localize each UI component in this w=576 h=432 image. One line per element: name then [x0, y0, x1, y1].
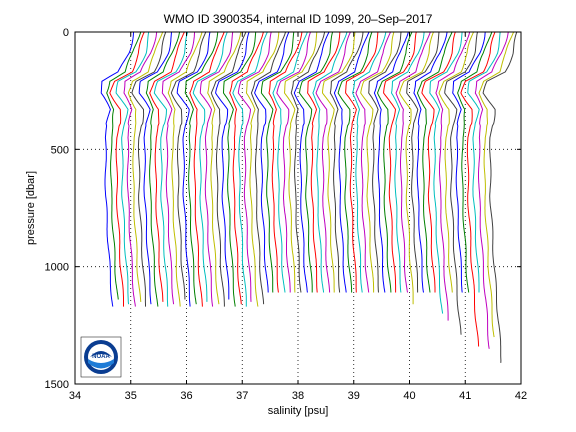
salinity-profile-line [345, 31, 379, 293]
salinity-profile-line [398, 31, 434, 305]
salinity-profile-line [149, 31, 185, 302]
salinity-profile-line [100, 31, 134, 307]
salinity-profile-line [109, 31, 145, 307]
x-tick-label: 41 [459, 390, 471, 402]
salinity-profile-line [123, 31, 158, 307]
salinity-profile-line [321, 31, 356, 293]
y-tick-label: 1500 [45, 379, 69, 391]
salinity-profile-line [429, 31, 463, 314]
profile-series [100, 31, 518, 363]
salinity-profile-line [260, 31, 295, 293]
salinity-profile-line [138, 31, 172, 305]
y-tick-label: 1000 [45, 262, 69, 274]
salinity-profile-line [416, 31, 453, 293]
salinity-profile-line [383, 31, 417, 293]
salinity-profile-line [283, 31, 318, 293]
salinity-profile-line [237, 31, 272, 302]
salinity-profile-line [207, 31, 242, 305]
salinity-profile-line [145, 31, 181, 307]
x-tick-label: 37 [236, 390, 248, 402]
grid-lines [75, 32, 521, 384]
salinity-profile-line [413, 31, 448, 293]
salinity-profile-line [127, 31, 164, 302]
salinity-profile-line [276, 31, 311, 293]
salinity-profile-line [268, 31, 303, 293]
salinity-profile-line [293, 31, 330, 293]
salinity-profile-line [254, 31, 290, 293]
salinity-profile-line [199, 31, 234, 307]
salinity-profile-line [337, 31, 373, 293]
axis-ticks: 34 35 36 37 38 39 40 41 42 0 500 1000 1500 [45, 27, 528, 402]
salinity-profile-line [355, 31, 391, 293]
salinity-profile-line [474, 31, 509, 349]
salinity-profile-line [478, 31, 515, 338]
x-tick-label: 35 [125, 390, 137, 402]
y-axis-title: pressure [dbar] [25, 171, 37, 245]
salinity-profile-line [333, 31, 370, 293]
x-tick-label: 40 [403, 390, 415, 402]
salinity-profile-line [167, 31, 203, 307]
salinity-profile-line [467, 31, 501, 293]
salinity-profile-line [222, 31, 257, 307]
noaa-logo: NOAA [80, 336, 122, 378]
salinity-profile-line [452, 31, 486, 293]
salinity-profile-line [438, 31, 475, 293]
salinity-profile-line [245, 31, 280, 307]
salinity-profile-line [435, 31, 471, 321]
salinity-profile-line [315, 31, 351, 293]
y-tick-label: 0 [63, 27, 69, 39]
x-axis-title: salinity [psu] [268, 405, 329, 417]
salinity-profile-line [312, 31, 348, 293]
salinity-profile-line [250, 31, 287, 305]
salinity-profile-line [184, 31, 219, 305]
salinity-profile-line [290, 31, 326, 293]
salinity-profile-line [360, 31, 395, 293]
salinity-profile-line [482, 31, 518, 363]
salinity-profile-line [106, 31, 142, 300]
x-tick-label: 34 [69, 390, 81, 402]
salinity-profile-line [115, 31, 150, 305]
chart-title: WMO ID 3900354, internal ID 1099, 20–Sep… [164, 12, 433, 26]
salinity-profile-line [232, 31, 268, 307]
salinity-profile-line [229, 31, 264, 305]
salinity-profile-line [192, 31, 228, 302]
salinity-profile-line [352, 31, 387, 293]
salinity-profile-line [460, 31, 496, 347]
salinity-profile-line [421, 31, 456, 293]
y-tick-label: 500 [51, 144, 69, 156]
salinity-profile-line [210, 31, 247, 307]
salinity-profile-line [368, 31, 402, 293]
salinity-profile-line [376, 31, 413, 293]
salinity-profile-line [131, 31, 167, 307]
x-tick-label: 39 [348, 390, 360, 402]
salinity-profile-line [176, 31, 211, 307]
salinity-profile-line [215, 31, 250, 300]
salinity-profile-line [373, 31, 409, 293]
salinity-profile-line [457, 31, 493, 293]
salinity-profile-line [307, 31, 341, 293]
noaa-logo-text: NOAA [92, 354, 110, 360]
salinity-profile-line [153, 31, 189, 307]
x-tick-label: 42 [515, 390, 527, 402]
salinity-profile-line [390, 31, 425, 293]
salinity-profile-line [189, 31, 225, 307]
salinity-profile-line [298, 31, 334, 293]
salinity-profile-line [170, 31, 207, 300]
salinity-profile-line [395, 31, 431, 293]
salinity-profile-line [406, 31, 440, 293]
x-tick-label: 38 [292, 390, 304, 402]
x-tick-label: 36 [180, 390, 192, 402]
salinity-profile-line [161, 31, 196, 305]
salinity-profile-line [272, 31, 308, 293]
salinity-profile-line [329, 31, 364, 293]
salinity-profile-line [444, 31, 478, 335]
